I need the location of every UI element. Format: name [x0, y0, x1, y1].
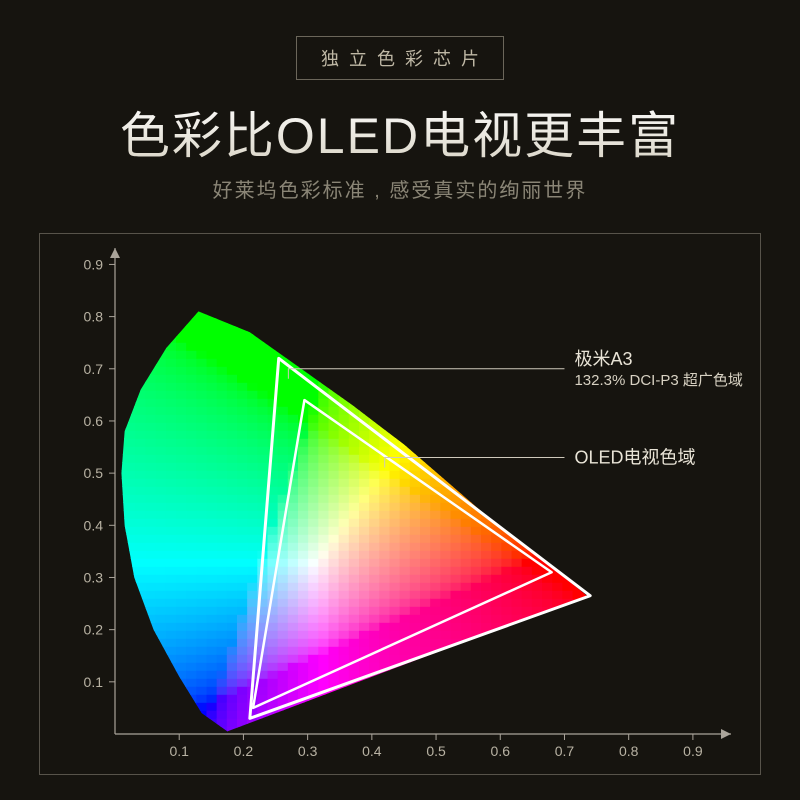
subtitle: 好莱坞色彩标准 , 感受真实的绚丽世界	[213, 174, 588, 203]
svg-text:132.3% DCI-P3 超广色域: 132.3% DCI-P3 超广色域	[574, 372, 742, 389]
svg-text:OLED电视色域: OLED电视色域	[574, 447, 695, 467]
headline: 色彩比OLED电视更丰富	[120, 96, 680, 168]
svg-text:0.6: 0.6	[491, 743, 511, 759]
svg-text:0.3: 0.3	[84, 569, 104, 585]
svg-text:0.4: 0.4	[362, 743, 382, 759]
svg-text:0.3: 0.3	[298, 743, 318, 759]
svg-text:0.2: 0.2	[234, 743, 254, 759]
svg-text:0.8: 0.8	[84, 309, 104, 325]
svg-text:极米A3: 极米A3	[574, 349, 632, 369]
svg-text:0.7: 0.7	[555, 743, 575, 759]
svg-text:0.7: 0.7	[84, 361, 104, 377]
svg-text:0.1: 0.1	[84, 674, 104, 690]
svg-text:0.2: 0.2	[84, 622, 104, 638]
svg-text:0.8: 0.8	[619, 743, 639, 759]
svg-text:0.4: 0.4	[84, 517, 104, 533]
svg-text:0.5: 0.5	[426, 743, 446, 759]
feature-badge: 独立色彩芯片	[296, 36, 504, 80]
chart-svg: 0.1 0.2 0.3 0.4 0.5 0.6 0.7 0.8 0.9 0.1 0.2 0.3 0.4 0…	[40, 234, 760, 774]
svg-text:0.1: 0.1	[169, 743, 189, 759]
svg-text:0.9: 0.9	[683, 743, 703, 759]
svg-text:0.5: 0.5	[84, 465, 104, 481]
svg-text:0.9: 0.9	[84, 256, 104, 272]
svg-text:0.6: 0.6	[84, 413, 104, 429]
chromaticity-chart: 0.1 0.2 0.3 0.4 0.5 0.6 0.7 0.8 0.9 0.1 0.2 0.3 0.4 0…	[39, 233, 761, 775]
